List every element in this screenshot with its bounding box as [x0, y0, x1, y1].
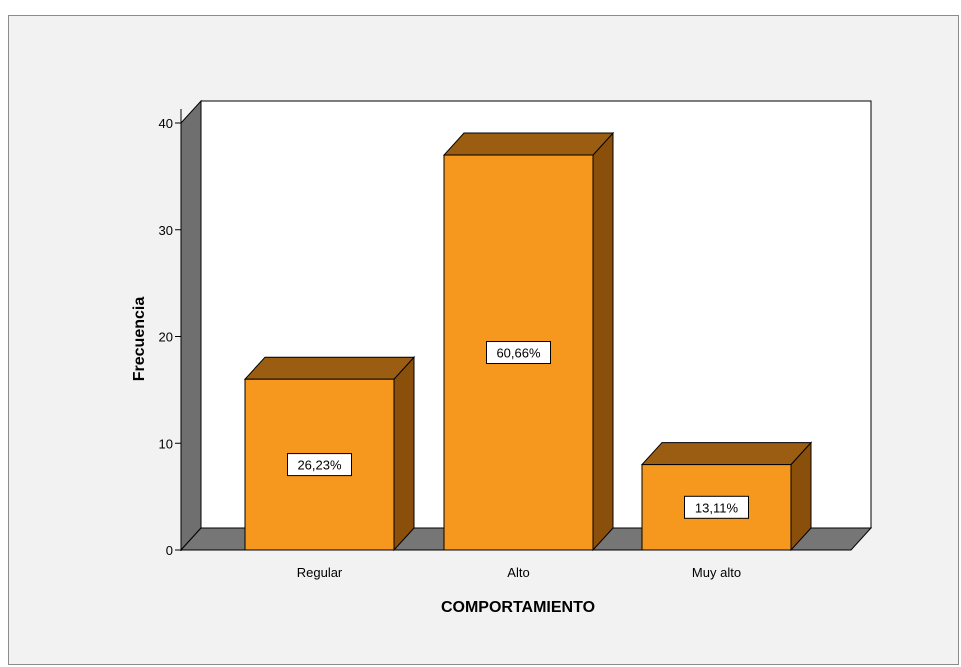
data-label-text: 60,66% — [496, 346, 541, 361]
x-tick-label: Regular — [297, 565, 343, 580]
y-tick-label: 10 — [159, 436, 173, 451]
data-label-text: 26,23% — [297, 458, 342, 473]
data-label: 13,11% — [684, 495, 749, 519]
y-tick-label: 40 — [159, 116, 173, 131]
x-tick-label: Alto — [507, 565, 529, 580]
y-tick-label: 0 — [166, 543, 173, 558]
data-label: 26,23% — [287, 453, 352, 477]
plot-left-wall — [180, 99, 202, 552]
chart-frame: Regular Alto Muy alto 0 10 20 30 40 26,23% 60,66… — [8, 15, 959, 665]
y-tick-label: 20 — [159, 330, 173, 345]
bar-side-face — [393, 355, 415, 552]
y-axis-title: Frecuencia — [131, 297, 148, 382]
bar-top-face — [640, 442, 813, 466]
x-tick-label: Muy alto — [692, 565, 741, 580]
bar-chart: Regular Alto Muy alto 0 10 20 30 40 26,23% 60,66… — [131, 99, 873, 616]
data-label-box — [486, 341, 551, 365]
data-label-box — [684, 495, 749, 519]
y-tick-label: 30 — [159, 223, 173, 238]
data-label: 60,66% — [486, 341, 551, 365]
data-label-text: 13,11% — [695, 500, 739, 515]
data-label-box — [287, 453, 352, 477]
bar-top-face — [243, 356, 416, 380]
bar-top-face — [442, 132, 615, 156]
bar-side-face — [592, 131, 614, 552]
x-axis-title: COMPORTAMIENTO — [441, 599, 595, 616]
